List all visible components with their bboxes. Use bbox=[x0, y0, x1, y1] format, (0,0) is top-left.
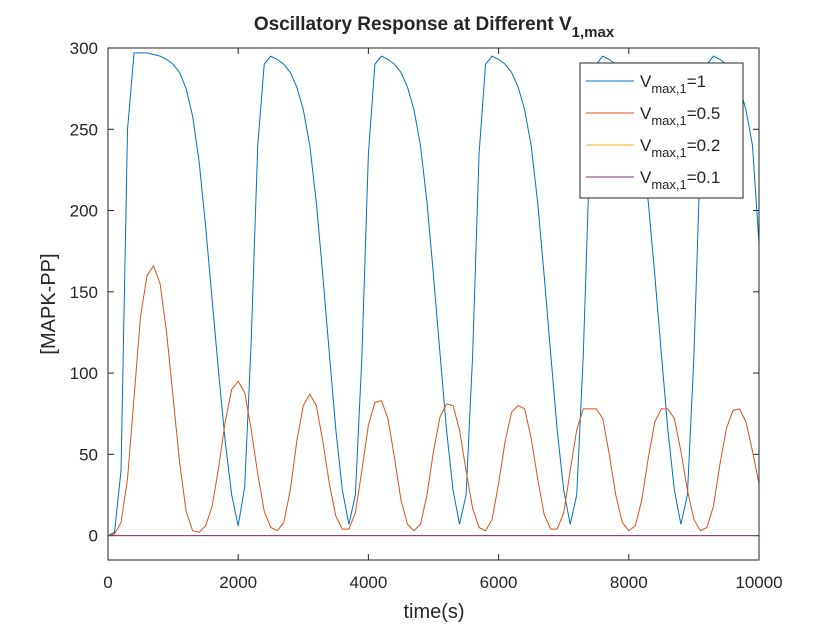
legend-suffix: =0.2 bbox=[687, 136, 721, 155]
x-tick-label: 0 bbox=[103, 573, 112, 592]
legend-name: V bbox=[640, 104, 652, 123]
axes-box bbox=[107, 47, 760, 561]
legend-suffix: =1 bbox=[687, 72, 706, 91]
series-line bbox=[108, 52, 759, 537]
legend-label: Vmax,1=0.2 bbox=[640, 136, 720, 160]
x-tick-label: 2000 bbox=[219, 573, 257, 592]
legend-box bbox=[579, 62, 744, 199]
x-axis-label: time(s) bbox=[403, 601, 464, 623]
y-tick-label: 100 bbox=[70, 364, 98, 383]
legend-name: V bbox=[640, 168, 652, 187]
y-tick-label: 0 bbox=[89, 527, 98, 546]
legend-name: V bbox=[640, 72, 652, 91]
legend-suffix: =0.1 bbox=[687, 168, 721, 187]
title-subscript: 1,max bbox=[572, 24, 615, 41]
x-tick-label: 8000 bbox=[610, 573, 648, 592]
y-tick-label: 250 bbox=[70, 120, 98, 139]
legend-label: Vmax,1=0.1 bbox=[640, 168, 720, 192]
series-line bbox=[108, 264, 759, 537]
y-tick-label: 200 bbox=[70, 202, 98, 221]
legend-label: Vmax,1=0.5 bbox=[640, 104, 720, 128]
legend-subscript: max,1 bbox=[651, 81, 686, 96]
legend-subscript: max,1 bbox=[651, 113, 686, 128]
x-tick-label: 10000 bbox=[735, 573, 782, 592]
lines bbox=[108, 52, 759, 537]
y-tick-label: 50 bbox=[79, 445, 98, 464]
y-tick-label: 300 bbox=[70, 39, 98, 58]
ticks: 0 2000 4000 6000 8000 10000 0 50 100 150 200 250 300 bbox=[70, 39, 783, 592]
x-tick-label: 4000 bbox=[349, 573, 387, 592]
x-tick-label: 6000 bbox=[480, 573, 518, 592]
y-tick-label: 150 bbox=[70, 283, 98, 302]
legend-suffix: =0.5 bbox=[687, 104, 721, 123]
y-axis-label: [MAPK-PP] bbox=[38, 253, 60, 354]
title-text: Oscillatory Response at Different V bbox=[254, 14, 572, 35]
legend-label: Vmax,1=1 bbox=[640, 72, 706, 96]
legend-subscript: max,1 bbox=[651, 145, 686, 160]
legend-subscript: max,1 bbox=[651, 177, 686, 192]
legend-name: V bbox=[640, 136, 652, 155]
chart-title: Oscillatory Response at Different V1,max bbox=[254, 14, 615, 41]
